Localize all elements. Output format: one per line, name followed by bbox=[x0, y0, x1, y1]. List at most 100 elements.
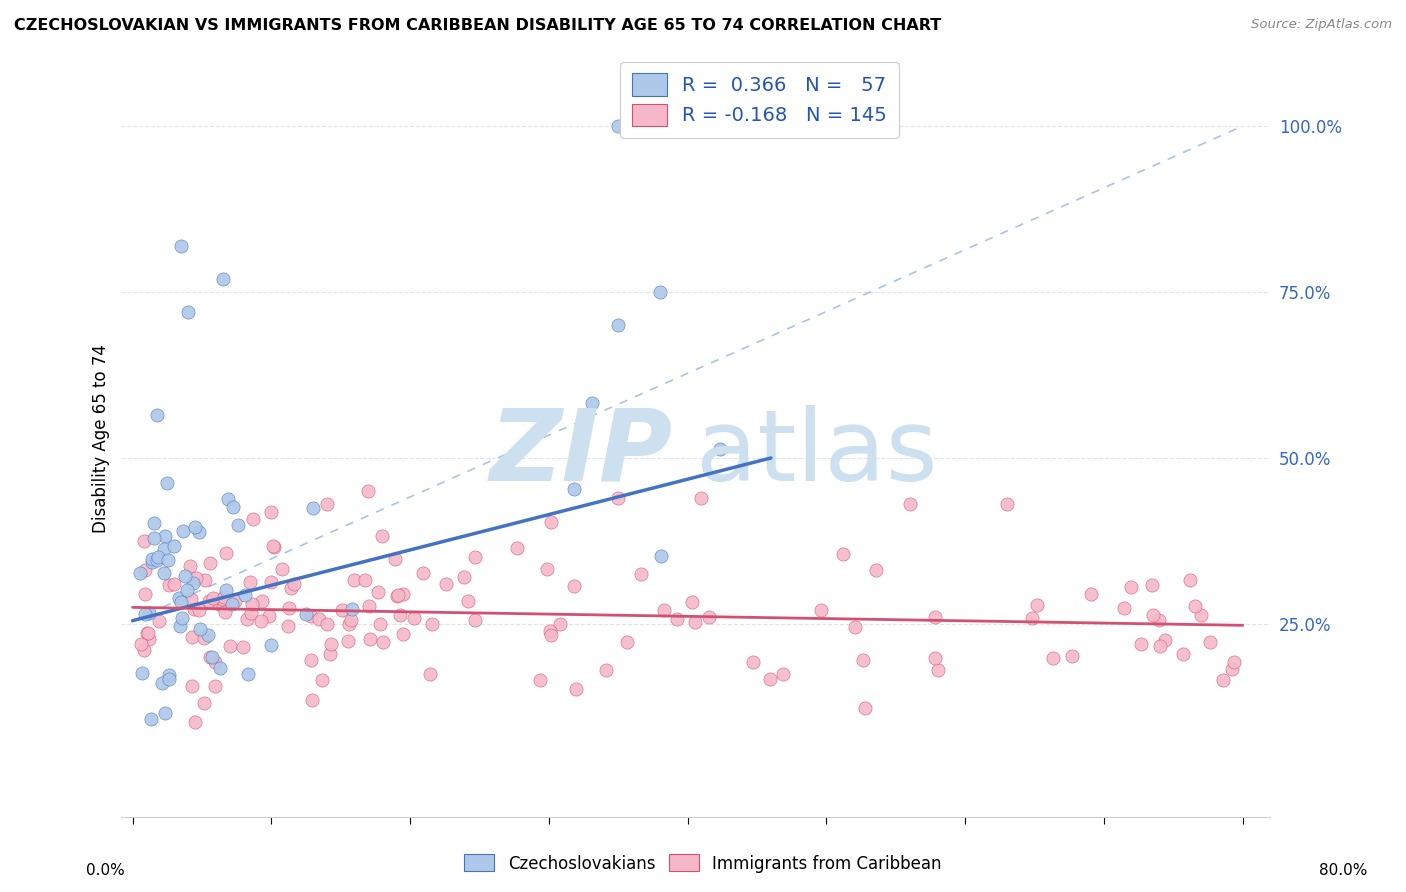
Point bbox=[299, 653, 322, 667]
Point bbox=[157, 552, 180, 566]
Point bbox=[138, 607, 160, 621]
Point bbox=[1223, 655, 1246, 669]
Point bbox=[236, 666, 259, 681]
Point bbox=[630, 567, 652, 582]
Point bbox=[464, 550, 486, 565]
Point bbox=[200, 557, 222, 571]
Point bbox=[315, 616, 337, 631]
Point bbox=[1149, 640, 1171, 654]
Point bbox=[1220, 662, 1243, 676]
Point bbox=[188, 602, 211, 616]
Point bbox=[302, 501, 325, 516]
Point bbox=[652, 603, 675, 617]
Point bbox=[852, 653, 875, 667]
Point bbox=[194, 574, 217, 588]
Point bbox=[995, 498, 1018, 512]
Point bbox=[212, 590, 235, 604]
Point bbox=[197, 627, 219, 641]
Point bbox=[172, 524, 194, 539]
Point bbox=[457, 593, 479, 607]
Point bbox=[177, 305, 200, 319]
Point bbox=[1142, 607, 1164, 622]
Point bbox=[666, 612, 689, 626]
Point bbox=[419, 667, 441, 681]
Point bbox=[157, 667, 180, 681]
Point bbox=[357, 599, 380, 613]
Point bbox=[226, 518, 249, 533]
Point bbox=[250, 594, 273, 608]
Point bbox=[1154, 633, 1177, 648]
Point bbox=[343, 574, 366, 588]
Point bbox=[536, 562, 558, 576]
Point bbox=[198, 650, 221, 665]
Point bbox=[134, 607, 156, 621]
Point bbox=[134, 643, 156, 657]
Point bbox=[373, 635, 395, 649]
Point bbox=[562, 579, 585, 593]
Point bbox=[135, 625, 157, 640]
Point bbox=[260, 638, 283, 652]
Point bbox=[562, 483, 585, 497]
Point bbox=[138, 625, 160, 640]
Point bbox=[699, 610, 721, 624]
Point bbox=[277, 619, 299, 633]
Point bbox=[548, 617, 571, 632]
Point bbox=[388, 608, 411, 623]
Point bbox=[163, 539, 186, 553]
Point bbox=[142, 516, 165, 530]
Point bbox=[538, 624, 561, 639]
Point bbox=[311, 673, 333, 687]
Point bbox=[146, 553, 169, 567]
Y-axis label: Disability Age 65 to 74: Disability Age 65 to 74 bbox=[93, 343, 110, 533]
Point bbox=[153, 566, 176, 581]
Point bbox=[184, 520, 207, 534]
Point bbox=[340, 602, 363, 616]
Point bbox=[387, 588, 409, 602]
Text: atlas: atlas bbox=[696, 405, 938, 501]
Point bbox=[898, 498, 921, 512]
Point bbox=[198, 594, 221, 608]
Point bbox=[301, 692, 323, 706]
Point bbox=[232, 640, 254, 655]
Legend: Czechoslovakians, Immigrants from Caribbean: Czechoslovakians, Immigrants from Caribb… bbox=[458, 847, 948, 880]
Point bbox=[242, 512, 264, 526]
Point bbox=[392, 627, 415, 641]
Point bbox=[650, 549, 672, 563]
Point bbox=[319, 637, 342, 651]
Point bbox=[257, 609, 280, 624]
Point bbox=[262, 539, 284, 553]
Point bbox=[153, 529, 176, 543]
Point bbox=[1119, 580, 1142, 594]
Point bbox=[156, 476, 179, 491]
Point bbox=[299, 609, 322, 624]
Point bbox=[170, 594, 193, 608]
Point bbox=[392, 587, 415, 601]
Point bbox=[1130, 637, 1153, 651]
Point bbox=[690, 491, 713, 505]
Point bbox=[1184, 599, 1206, 613]
Point bbox=[278, 600, 301, 615]
Point bbox=[1080, 587, 1102, 601]
Point bbox=[215, 546, 238, 560]
Point bbox=[607, 119, 630, 133]
Point bbox=[204, 679, 226, 693]
Point bbox=[271, 561, 294, 575]
Point bbox=[240, 606, 263, 620]
Point bbox=[280, 581, 302, 595]
Point bbox=[368, 616, 391, 631]
Point bbox=[146, 550, 169, 565]
Point bbox=[283, 577, 305, 591]
Point bbox=[359, 632, 381, 647]
Point bbox=[150, 676, 173, 690]
Point bbox=[188, 525, 211, 540]
Point bbox=[337, 633, 360, 648]
Point bbox=[385, 589, 408, 603]
Point bbox=[844, 620, 866, 634]
Point bbox=[685, 615, 707, 629]
Point bbox=[179, 558, 201, 573]
Point bbox=[249, 615, 271, 629]
Point bbox=[772, 666, 794, 681]
Point bbox=[153, 706, 176, 720]
Point bbox=[1171, 647, 1194, 661]
Point bbox=[759, 672, 782, 686]
